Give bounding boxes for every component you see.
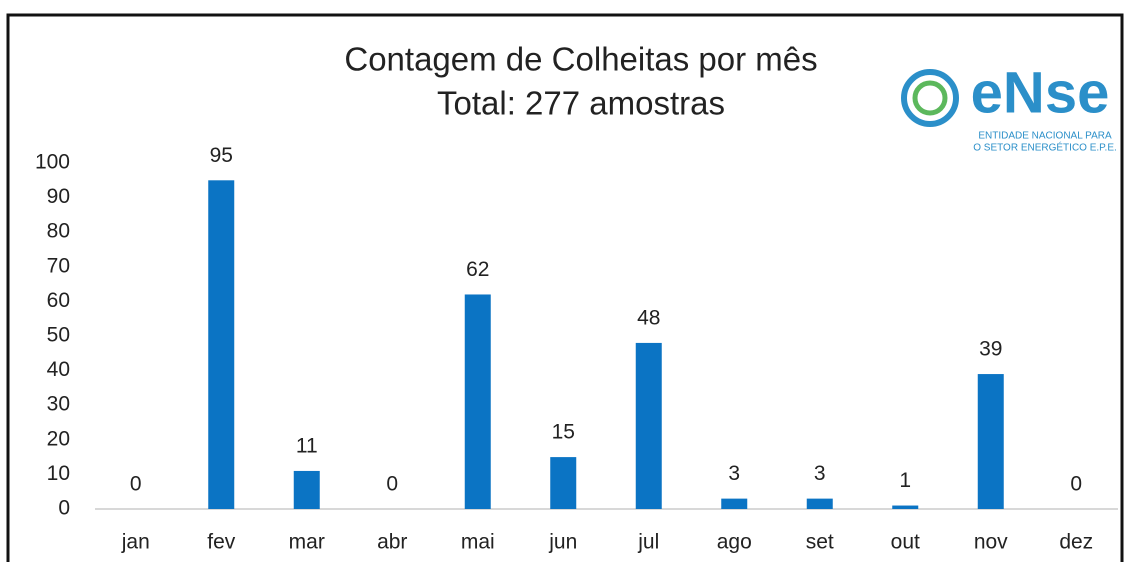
data-label: 95 bbox=[210, 144, 233, 167]
logo-icon bbox=[901, 69, 959, 127]
frame bbox=[6, 13, 1124, 562]
x-tick-label: set bbox=[806, 531, 834, 554]
y-tick-label: 50 bbox=[47, 324, 70, 347]
logo-icon bbox=[912, 80, 948, 116]
bar bbox=[208, 180, 235, 510]
x-tick-label: mai bbox=[461, 531, 495, 554]
chart-subtitle: Total: 277 amostras bbox=[437, 85, 725, 122]
data-label: 1 bbox=[899, 469, 911, 492]
data-label: 3 bbox=[728, 462, 740, 485]
bar bbox=[721, 498, 748, 509]
x-tick-label: jan bbox=[121, 531, 150, 554]
bar bbox=[635, 342, 662, 509]
bar bbox=[806, 498, 833, 509]
bar bbox=[464, 294, 491, 509]
data-label: 48 bbox=[637, 306, 660, 329]
data-label: 15 bbox=[552, 421, 575, 444]
x-tick-label: ago bbox=[717, 531, 752, 554]
y-tick-label: 40 bbox=[47, 358, 70, 381]
data-label: 0 bbox=[386, 473, 398, 496]
y-tick-label: 20 bbox=[47, 427, 70, 450]
data-label: 0 bbox=[130, 473, 142, 496]
x-tick-label: jun bbox=[548, 531, 577, 554]
data-label: 3 bbox=[814, 462, 826, 485]
x-tick-label: nov bbox=[974, 531, 1008, 554]
data-label: 39 bbox=[979, 338, 1002, 361]
y-tick-label: 100 bbox=[35, 151, 70, 174]
bar bbox=[550, 457, 577, 509]
y-tick-label: 90 bbox=[47, 185, 70, 208]
chart-title: Contagem de Colheitas por mês bbox=[344, 41, 817, 78]
bar bbox=[892, 505, 919, 509]
y-tick-label: 30 bbox=[47, 393, 70, 416]
y-tick-label: 70 bbox=[47, 254, 70, 277]
bar bbox=[977, 374, 1004, 509]
y-tick-label: 60 bbox=[47, 289, 70, 312]
data-label: 62 bbox=[466, 258, 489, 281]
data-label: 0 bbox=[1070, 473, 1082, 496]
x-tick-label: abr bbox=[377, 531, 407, 554]
logo-caption: ENTIDADE NACIONAL PARA bbox=[978, 131, 1112, 142]
x-tick-label: jul bbox=[637, 531, 659, 554]
x-tick-label: fev bbox=[207, 531, 236, 554]
logo: eNse ENTIDADE NACIONAL PARA O SETOR ENER… bbox=[901, 60, 1117, 154]
logo-caption: O SETOR ENERGÉTICO E.P.E. bbox=[973, 141, 1117, 154]
x-tick-label: out bbox=[891, 531, 920, 554]
y-tick-label: 0 bbox=[58, 497, 70, 520]
x-tick-label: mar bbox=[289, 531, 325, 554]
bar bbox=[293, 470, 320, 509]
y-tick-label: 80 bbox=[47, 220, 70, 243]
data-label: 11 bbox=[296, 434, 318, 457]
y-tick-label: 10 bbox=[47, 462, 70, 485]
x-tick-label: dez bbox=[1059, 531, 1093, 554]
logo-name: eNse bbox=[971, 60, 1110, 125]
